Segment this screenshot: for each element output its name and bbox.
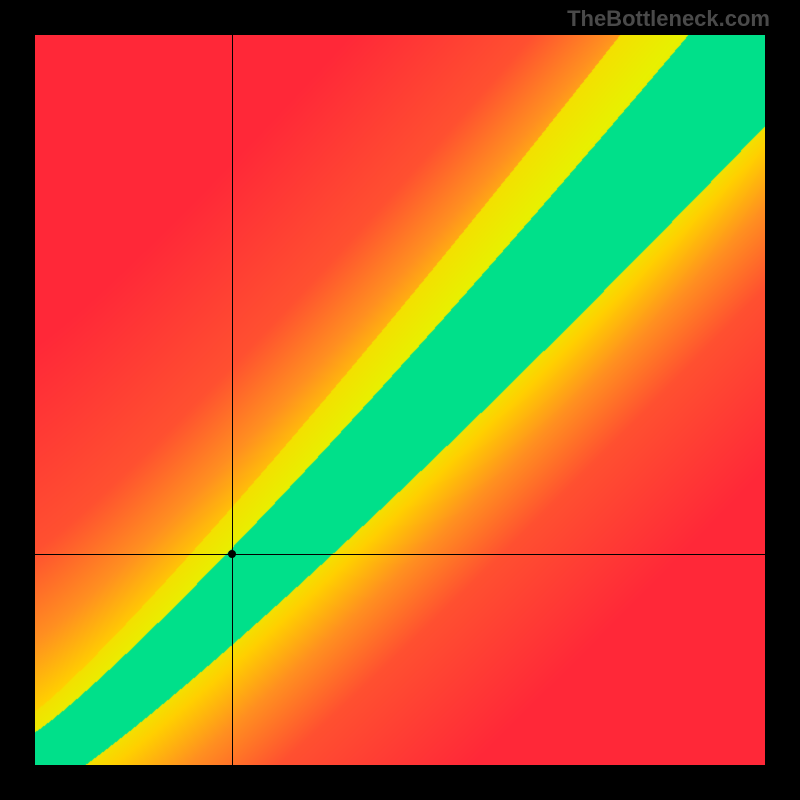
bottleneck-heatmap	[35, 35, 765, 765]
crosshair-horizontal	[35, 554, 765, 555]
watermark-text: TheBottleneck.com	[567, 6, 770, 32]
data-point-marker	[228, 550, 236, 558]
chart-container: TheBottleneck.com	[0, 0, 800, 800]
crosshair-vertical	[232, 35, 233, 765]
plot-area	[35, 35, 765, 765]
